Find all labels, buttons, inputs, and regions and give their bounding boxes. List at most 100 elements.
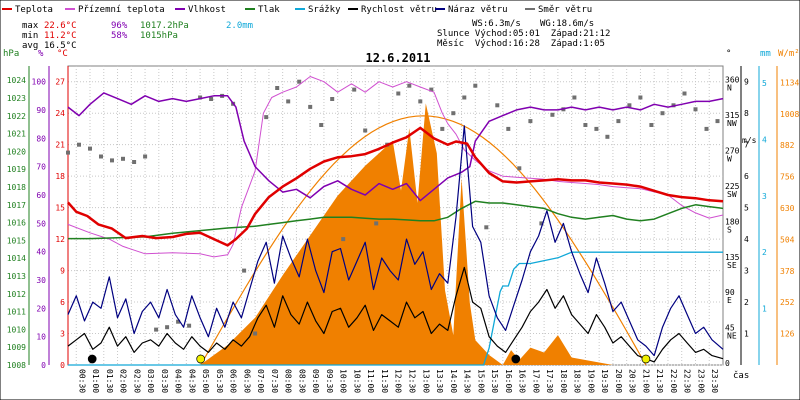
stat-min-hum: 58% [111, 31, 128, 41]
temp-tick-label: 3 [60, 330, 65, 339]
wm2-tick-label: 378 [780, 267, 795, 276]
dir-tick-label: 225 [725, 182, 740, 191]
legend-label: Teplota [15, 5, 53, 15]
wind-direction-point [121, 156, 125, 161]
wind-direction-point [638, 95, 643, 100]
dir-compass-label: NW [727, 119, 737, 128]
pct-tick-label: 10 [36, 333, 46, 342]
pct-tick-label: 90 [36, 106, 46, 115]
dir-compass-label: SW [727, 190, 737, 199]
wind-direction-point [198, 95, 203, 100]
wind-direction-point [704, 126, 709, 131]
unit-dir: ° [726, 49, 731, 59]
wind-direction-point [242, 268, 247, 273]
wind-direction-point [594, 126, 599, 131]
x-tick-label: 02:30 [132, 369, 141, 393]
unit-ms: m/s [742, 136, 757, 145]
hpa-tick-label: 1012 [7, 290, 26, 299]
x-tick-label: 18:30 [573, 369, 582, 393]
wind-direction-point [297, 79, 302, 84]
x-tick-label: 02:00 [119, 369, 128, 393]
wind-direction-point [572, 95, 577, 100]
wind-direction-point [396, 91, 401, 96]
wind-direction-point [451, 111, 456, 116]
x-tick-label: 03:00 [146, 369, 155, 393]
wind-direction-point [154, 327, 159, 332]
x-tick-label: 13:30 [435, 369, 444, 393]
pct-tick-label: 70 [36, 163, 46, 172]
header: max 22.6°C 96% 1017.2hPa 2.0mm min 11.2°… [22, 19, 610, 51]
legend-label: Vlhkost [188, 5, 226, 15]
x-tick-label: 16:30 [518, 369, 527, 393]
legend: Teplota Přízemní teplota Vlhkost Tlak Srážky… [2, 5, 592, 15]
pct-tick-label: 80 [36, 134, 46, 143]
wind-direction-point [308, 104, 313, 109]
wm2-tick-label: 756 [780, 173, 795, 182]
dir-tick-label: 315 [725, 111, 740, 120]
wind-direction-point [110, 158, 114, 163]
x-tick-label: 19:30 [600, 369, 609, 393]
stat-max-hum: 96% [111, 21, 128, 31]
marker-sunset [641, 354, 651, 364]
x-tick-label: 12:00 [394, 369, 403, 393]
pct-tick-label: 50 [36, 219, 46, 228]
legend-label: Směr větru [538, 5, 592, 15]
stat-min-temp: 11.2°C [44, 31, 77, 41]
series-wind-line [67, 266, 724, 363]
ms-tick-label: 3 [744, 267, 749, 276]
hpa-tick-label: 1019 [7, 165, 26, 174]
wind-direction-point [517, 166, 522, 171]
wind-direction-point [407, 83, 412, 88]
x-tick-label: 09:00 [311, 369, 320, 393]
x-tick-label: 06:30 [242, 369, 251, 393]
wind-direction-point [275, 86, 280, 90]
x-tick-label: 17:00 [531, 369, 540, 393]
wind-direction-point [506, 126, 511, 131]
ms-tick-label: 5 [744, 204, 749, 213]
temp-tick-label: 15 [55, 204, 65, 213]
dir-tick-label: 90 [725, 288, 735, 297]
series-hum-line [67, 92, 724, 202]
wind-gust-info: WG:18.6m/s [540, 19, 594, 29]
ms-tick-label: 9 [744, 78, 749, 87]
wind-direction-point [550, 112, 555, 117]
unit-hpa: hPa [3, 49, 19, 59]
hpa-tick-label: 1009 [7, 343, 26, 352]
moon-info: Měsíc Východ:16:28 Západ:1:05 [437, 39, 605, 49]
hpa-tick-label: 1020 [7, 147, 26, 156]
dir-tick-label: 0 [725, 359, 730, 368]
series-press-line [68, 200, 724, 240]
wind-direction-point [649, 123, 654, 127]
wind-direction-point [627, 103, 632, 108]
wind-direction-point [605, 134, 610, 139]
wind-direction-point [88, 146, 92, 151]
hpa-tick-label: 1014 [7, 254, 26, 263]
temp-tick-label: 6 [60, 298, 65, 307]
temp-tick-label: 21 [55, 141, 65, 150]
temp-tick-label: 9 [60, 267, 65, 276]
wm2-tick-label: 882 [780, 141, 795, 150]
wind-direction-point [286, 99, 291, 104]
x-tick-label: 20:30 [628, 369, 637, 393]
wind-direction-point [528, 119, 533, 124]
x-tick-label: 06:00 [229, 369, 238, 393]
hpa-tick-label: 1016 [7, 219, 26, 228]
wind-direction-point [682, 91, 687, 96]
hpa-tick-label: 1013 [7, 272, 26, 281]
x-tick-label: 21:00 [641, 369, 650, 393]
x-tick-label: 10:30 [352, 369, 361, 393]
wind-direction-point [473, 83, 478, 88]
stat-avg-temp: 16.5°C [44, 41, 77, 51]
dir-compass-label: N [727, 84, 732, 93]
wind-direction-point [66, 150, 70, 155]
x-tick-label: 14:00 [449, 369, 458, 393]
series-rain-line [68, 251, 723, 366]
hpa-tick-label: 1017 [7, 201, 26, 210]
wind-direction-point [715, 119, 720, 124]
wind-direction-point [616, 119, 621, 124]
sun-info: Slunce Východ:05:01 Západ:21:12 [437, 29, 610, 39]
x-tick-label: 04:00 [174, 369, 183, 393]
hpa-tick-label: 1024 [7, 76, 26, 85]
stat-avg-label: avg [22, 41, 38, 51]
legend-label: Tlak [258, 5, 280, 15]
